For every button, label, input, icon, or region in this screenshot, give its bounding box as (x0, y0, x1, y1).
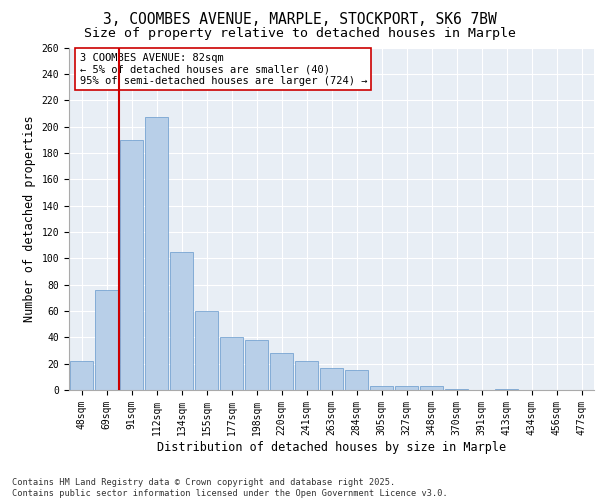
Text: 3, COOMBES AVENUE, MARPLE, STOCKPORT, SK6 7BW: 3, COOMBES AVENUE, MARPLE, STOCKPORT, SK… (103, 12, 497, 28)
Bar (445, 388, 468, 390)
Bar (70, 361, 93, 390)
Bar (170, 252, 193, 390)
Bar (245, 340, 268, 390)
Text: Size of property relative to detached houses in Marple: Size of property relative to detached ho… (84, 28, 516, 40)
Bar (395, 386, 418, 390)
Bar (320, 368, 343, 390)
Bar (295, 361, 318, 390)
Bar (345, 370, 368, 390)
Bar (420, 386, 443, 390)
Bar (120, 140, 143, 390)
Text: Contains HM Land Registry data © Crown copyright and database right 2025.
Contai: Contains HM Land Registry data © Crown c… (12, 478, 448, 498)
Bar (495, 388, 518, 390)
Bar (370, 386, 393, 390)
Bar (270, 353, 293, 390)
Bar (195, 311, 218, 390)
Bar (145, 118, 168, 390)
X-axis label: Distribution of detached houses by size in Marple: Distribution of detached houses by size … (157, 440, 506, 454)
Bar (220, 338, 243, 390)
Bar (95, 290, 118, 390)
Text: 3 COOMBES AVENUE: 82sqm
← 5% of detached houses are smaller (40)
95% of semi-det: 3 COOMBES AVENUE: 82sqm ← 5% of detached… (79, 52, 367, 86)
Y-axis label: Number of detached properties: Number of detached properties (23, 116, 36, 322)
